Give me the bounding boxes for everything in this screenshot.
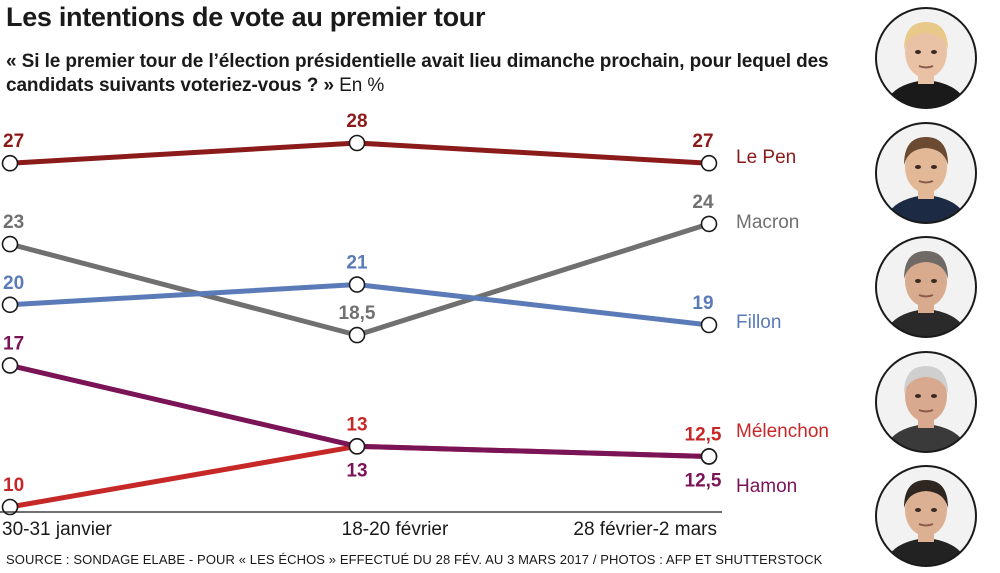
data-point-melenchon bbox=[1, 498, 19, 516]
portrait-le pen bbox=[874, 6, 978, 110]
data-label-fillon: 19 bbox=[692, 293, 713, 314]
data-label-melenchon: 13 bbox=[346, 414, 367, 435]
x-tick-label: 30-31 janvier bbox=[2, 519, 113, 540]
x-tick-label: 28 février-2 mars bbox=[573, 519, 717, 540]
x-axis-ticks: 30-31 janvier 18-20 février 28 février-2 m… bbox=[2, 519, 717, 540]
question-text: « Si le premier tour de l’élection prési… bbox=[6, 51, 829, 96]
unit-label: En % bbox=[339, 75, 385, 96]
data-label-melenchon: 12,5 bbox=[685, 424, 722, 445]
chart-subtitle: « Si le premier tour de l’élection prési… bbox=[6, 50, 866, 98]
legend-label-melenchon: Mélenchon bbox=[736, 421, 829, 442]
data-label-macron: 24 bbox=[692, 192, 714, 213]
legend-label-macron: Macron bbox=[736, 212, 799, 233]
data-point-le-pen bbox=[700, 154, 718, 172]
legend: Le Pen Macron Fillon Mélenchon Hamon bbox=[736, 147, 829, 497]
data-label-hamon: 13 bbox=[346, 460, 367, 481]
portrait-melenchon bbox=[874, 350, 978, 454]
portrait-hamon bbox=[874, 464, 978, 568]
data-label-fillon: 20 bbox=[3, 273, 24, 294]
data-point-fillon bbox=[700, 316, 718, 334]
value-labels: 27 28 27 23 18,5 24 20 21 19 10 13 12,5 17 13 12,5 bbox=[3, 111, 722, 496]
data-point-macron bbox=[348, 326, 366, 344]
source-note: SOURCE : SONDAGE ELABE - POUR « LES ÉCHO… bbox=[6, 552, 823, 567]
data-point-le-pen bbox=[348, 134, 366, 152]
data-point-le-pen bbox=[1, 154, 19, 172]
legend-label-le-pen: Le Pen bbox=[736, 147, 796, 168]
data-point-hamon bbox=[1, 357, 19, 374]
data-point-fillon bbox=[1, 296, 19, 314]
data-point-macron bbox=[700, 215, 718, 233]
data-label-macron: 18,5 bbox=[339, 303, 376, 324]
data-label-melenchon: 10 bbox=[3, 475, 24, 496]
legend-label-fillon: Fillon bbox=[736, 312, 781, 333]
chart-title: Les intentions de vote au premier tour bbox=[6, 2, 486, 32]
data-label-macron: 23 bbox=[3, 212, 24, 233]
data-label-fillon: 21 bbox=[346, 253, 368, 274]
portrait-fillon bbox=[874, 235, 978, 339]
x-tick-label: 18-20 février bbox=[342, 519, 449, 540]
data-point-fillon bbox=[348, 276, 366, 293]
data-label-hamon: 12,5 bbox=[685, 470, 722, 491]
data-label-le-pen: 28 bbox=[346, 111, 367, 132]
data-point-hamon bbox=[348, 438, 366, 455]
data-point-macron bbox=[1, 235, 19, 253]
data-point-hamon bbox=[700, 448, 718, 465]
series-markers bbox=[1, 134, 718, 516]
data-label-hamon: 17 bbox=[3, 333, 24, 354]
data-label-le-pen: 27 bbox=[3, 131, 24, 152]
data-label-le-pen: 27 bbox=[692, 131, 713, 152]
portrait-macron bbox=[874, 121, 978, 225]
legend-label-hamon: Hamon bbox=[736, 476, 797, 497]
